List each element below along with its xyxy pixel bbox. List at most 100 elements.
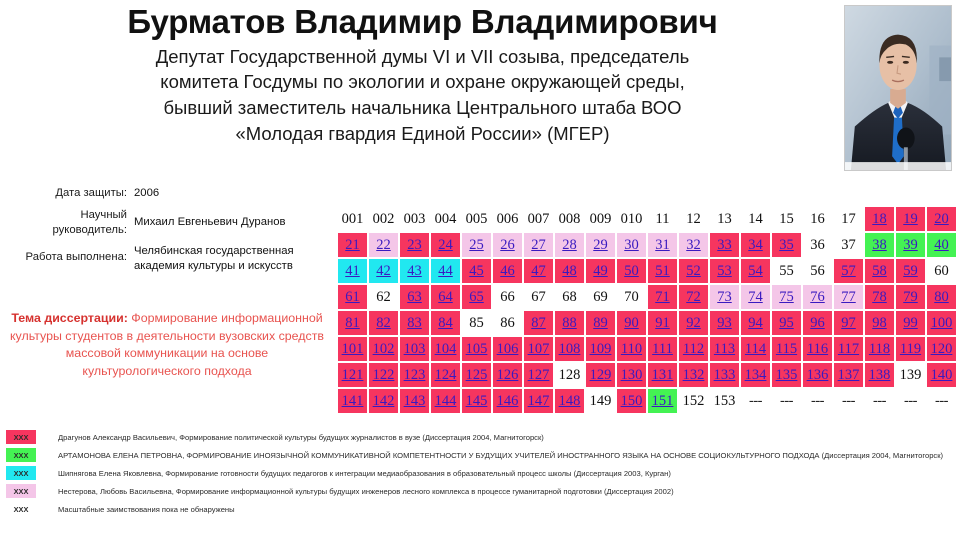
grid-cell-page-42[interactable]: 42	[368, 258, 399, 284]
grid-cell-page-93[interactable]: 93	[709, 310, 740, 336]
grid-cell-page-50[interactable]: 50	[616, 258, 647, 284]
grid-cell-page-29[interactable]: 29	[585, 232, 616, 258]
grid-cell-page-20[interactable]: 20	[926, 206, 957, 232]
grid-cell-page-71[interactable]: 71	[647, 284, 678, 310]
grid-cell-page-117[interactable]: 117	[833, 336, 864, 362]
grid-cell-page-144[interactable]: 144	[430, 388, 461, 414]
grid-cell-page-99[interactable]: 99	[895, 310, 926, 336]
grid-cell-page-18[interactable]: 18	[864, 206, 895, 232]
grid-cell-page-147[interactable]: 147	[523, 388, 554, 414]
grid-cell-page-98[interactable]: 98	[864, 310, 895, 336]
grid-cell-page-143[interactable]: 143	[399, 388, 430, 414]
grid-cell-page-110[interactable]: 110	[616, 336, 647, 362]
grid-cell-page-88[interactable]: 88	[554, 310, 585, 336]
grid-cell-page-78[interactable]: 78	[864, 284, 895, 310]
grid-cell-page-82[interactable]: 82	[368, 310, 399, 336]
grid-cell-page-34[interactable]: 34	[740, 232, 771, 258]
grid-cell-page-108[interactable]: 108	[554, 336, 585, 362]
grid-cell-page-100[interactable]: 100	[926, 310, 957, 336]
grid-cell-page-151[interactable]: 151	[647, 388, 678, 414]
grid-cell-page-73[interactable]: 73	[709, 284, 740, 310]
grid-cell-page-59[interactable]: 59	[895, 258, 926, 284]
grid-cell-page-45[interactable]: 45	[461, 258, 492, 284]
grid-cell-page-92[interactable]: 92	[678, 310, 709, 336]
grid-cell-page-51[interactable]: 51	[647, 258, 678, 284]
grid-cell-page-39[interactable]: 39	[895, 232, 926, 258]
grid-cell-page-116[interactable]: 116	[802, 336, 833, 362]
grid-cell-page-146[interactable]: 146	[492, 388, 523, 414]
grid-cell-page-94[interactable]: 94	[740, 310, 771, 336]
grid-cell-page-90[interactable]: 90	[616, 310, 647, 336]
grid-cell-page-28[interactable]: 28	[554, 232, 585, 258]
grid-cell-page-129[interactable]: 129	[585, 362, 616, 388]
grid-cell-page-145[interactable]: 145	[461, 388, 492, 414]
grid-cell-page-135[interactable]: 135	[771, 362, 802, 388]
grid-cell-page-63[interactable]: 63	[399, 284, 430, 310]
grid-cell-page-54[interactable]: 54	[740, 258, 771, 284]
grid-cell-page-115[interactable]: 115	[771, 336, 802, 362]
grid-cell-page-27[interactable]: 27	[523, 232, 554, 258]
grid-cell-page-140[interactable]: 140	[926, 362, 957, 388]
grid-cell-page-24[interactable]: 24	[430, 232, 461, 258]
grid-cell-page-137[interactable]: 137	[833, 362, 864, 388]
grid-cell-page-87[interactable]: 87	[523, 310, 554, 336]
grid-cell-page-21[interactable]: 21	[337, 232, 368, 258]
grid-cell-page-142[interactable]: 142	[368, 388, 399, 414]
grid-cell-page-127[interactable]: 127	[523, 362, 554, 388]
grid-cell-page-53[interactable]: 53	[709, 258, 740, 284]
grid-cell-page-46[interactable]: 46	[492, 258, 523, 284]
grid-cell-page-91[interactable]: 91	[647, 310, 678, 336]
grid-cell-page-30[interactable]: 30	[616, 232, 647, 258]
grid-cell-page-123[interactable]: 123	[399, 362, 430, 388]
grid-cell-page-33[interactable]: 33	[709, 232, 740, 258]
grid-cell-page-76[interactable]: 76	[802, 284, 833, 310]
grid-cell-page-130[interactable]: 130	[616, 362, 647, 388]
grid-cell-page-132[interactable]: 132	[678, 362, 709, 388]
grid-cell-page-121[interactable]: 121	[337, 362, 368, 388]
grid-cell-page-122[interactable]: 122	[368, 362, 399, 388]
grid-cell-page-31[interactable]: 31	[647, 232, 678, 258]
grid-cell-page-136[interactable]: 136	[802, 362, 833, 388]
grid-cell-page-150[interactable]: 150	[616, 388, 647, 414]
grid-cell-page-120[interactable]: 120	[926, 336, 957, 362]
grid-cell-page-96[interactable]: 96	[802, 310, 833, 336]
grid-cell-page-22[interactable]: 22	[368, 232, 399, 258]
grid-cell-page-103[interactable]: 103	[399, 336, 430, 362]
grid-cell-page-35[interactable]: 35	[771, 232, 802, 258]
grid-cell-page-26[interactable]: 26	[492, 232, 523, 258]
grid-cell-page-102[interactable]: 102	[368, 336, 399, 362]
grid-cell-page-81[interactable]: 81	[337, 310, 368, 336]
grid-cell-page-113[interactable]: 113	[709, 336, 740, 362]
grid-cell-page-112[interactable]: 112	[678, 336, 709, 362]
grid-cell-page-19[interactable]: 19	[895, 206, 926, 232]
grid-cell-page-40[interactable]: 40	[926, 232, 957, 258]
grid-cell-page-138[interactable]: 138	[864, 362, 895, 388]
grid-cell-page-79[interactable]: 79	[895, 284, 926, 310]
grid-cell-page-32[interactable]: 32	[678, 232, 709, 258]
grid-cell-page-52[interactable]: 52	[678, 258, 709, 284]
grid-cell-page-101[interactable]: 101	[337, 336, 368, 362]
grid-cell-page-95[interactable]: 95	[771, 310, 802, 336]
grid-cell-page-61[interactable]: 61	[337, 284, 368, 310]
grid-cell-page-111[interactable]: 111	[647, 336, 678, 362]
grid-cell-page-23[interactable]: 23	[399, 232, 430, 258]
grid-cell-page-119[interactable]: 119	[895, 336, 926, 362]
grid-cell-page-77[interactable]: 77	[833, 284, 864, 310]
grid-cell-page-131[interactable]: 131	[647, 362, 678, 388]
grid-cell-page-104[interactable]: 104	[430, 336, 461, 362]
grid-cell-page-72[interactable]: 72	[678, 284, 709, 310]
grid-cell-page-47[interactable]: 47	[523, 258, 554, 284]
grid-cell-page-49[interactable]: 49	[585, 258, 616, 284]
grid-cell-page-106[interactable]: 106	[492, 336, 523, 362]
grid-cell-page-80[interactable]: 80	[926, 284, 957, 310]
grid-cell-page-133[interactable]: 133	[709, 362, 740, 388]
grid-cell-page-43[interactable]: 43	[399, 258, 430, 284]
grid-cell-page-126[interactable]: 126	[492, 362, 523, 388]
grid-cell-page-118[interactable]: 118	[864, 336, 895, 362]
grid-cell-page-58[interactable]: 58	[864, 258, 895, 284]
grid-cell-page-41[interactable]: 41	[337, 258, 368, 284]
grid-cell-page-84[interactable]: 84	[430, 310, 461, 336]
grid-cell-page-65[interactable]: 65	[461, 284, 492, 310]
grid-cell-page-25[interactable]: 25	[461, 232, 492, 258]
grid-cell-page-124[interactable]: 124	[430, 362, 461, 388]
